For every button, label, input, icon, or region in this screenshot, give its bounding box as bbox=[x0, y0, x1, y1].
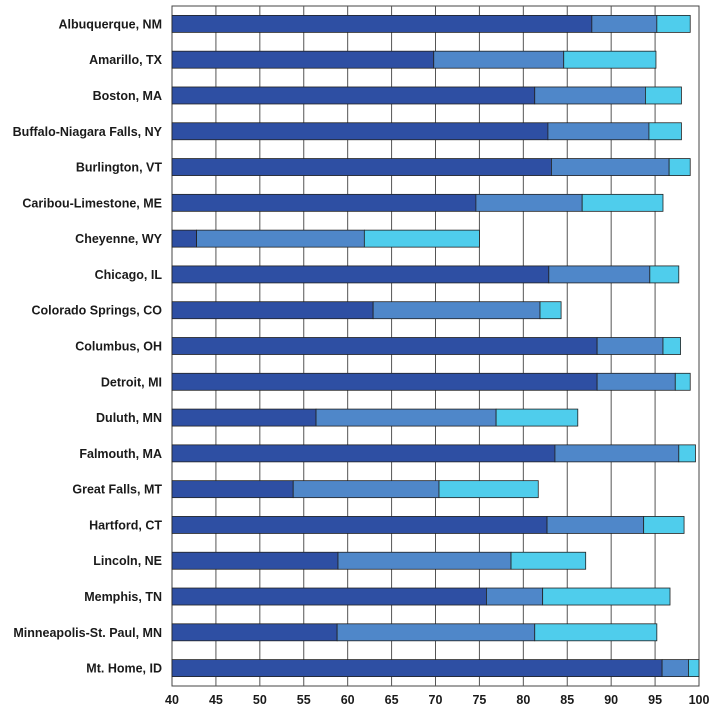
category-labels: Albuquerque, NM Amarillo, TX Boston, MA Buf… bbox=[13, 17, 163, 675]
bar-segment-2 bbox=[547, 122, 650, 141]
bar-segment-1 bbox=[171, 444, 556, 463]
x-tick-label: 65 bbox=[385, 693, 399, 707]
category-label: Falmouth, MA bbox=[79, 447, 162, 461]
bar-segment-3 bbox=[649, 265, 680, 284]
x-tick-label: 90 bbox=[604, 693, 618, 707]
bar-segment-3 bbox=[668, 158, 691, 176]
bar-segment-1 bbox=[171, 587, 487, 606]
bar-segment-2 bbox=[596, 337, 664, 355]
category-label: Cheyenne, WY bbox=[75, 232, 162, 246]
bar-segment-3 bbox=[510, 551, 587, 570]
bar-segment-1 bbox=[171, 337, 598, 355]
bar-segment-1 bbox=[171, 516, 548, 534]
bar-segment-1 bbox=[171, 659, 663, 678]
bar-segment-2 bbox=[292, 480, 440, 499]
bar-segment-1 bbox=[171, 86, 536, 105]
bar-segment-3 bbox=[539, 301, 562, 320]
category-label: Chicago, IL bbox=[95, 268, 163, 282]
category-label: Mt. Home, ID bbox=[86, 662, 162, 676]
bar-segment-2 bbox=[591, 14, 658, 33]
x-tick-label: 50 bbox=[253, 693, 267, 707]
x-tick-label: 40 bbox=[165, 693, 179, 707]
category-label: Buffalo-Niagara Falls, NY bbox=[13, 125, 163, 139]
category-label: Caribou-Limestone, ME bbox=[22, 196, 162, 210]
bar-segment-1 bbox=[171, 408, 317, 427]
category-label: Hartford, CT bbox=[89, 518, 162, 532]
bar-segment-2 bbox=[433, 50, 565, 69]
category-label: Great Falls, MT bbox=[72, 483, 162, 497]
category-label: Lincoln, NE bbox=[93, 554, 162, 568]
bar-segment-2 bbox=[661, 659, 689, 678]
bar-segment-3 bbox=[656, 14, 691, 33]
bar-segment-2 bbox=[534, 86, 646, 105]
bar-segment-1 bbox=[171, 372, 598, 391]
bar-segment-1 bbox=[171, 229, 197, 248]
bar-segment-3 bbox=[563, 50, 657, 69]
x-tick-label: 55 bbox=[297, 693, 311, 707]
bar-segment-3 bbox=[648, 122, 682, 141]
bar-segment-3 bbox=[363, 229, 480, 248]
bar-segment-3 bbox=[645, 86, 682, 105]
bar-segment-1 bbox=[171, 265, 550, 284]
bar-segment-3 bbox=[542, 587, 671, 606]
bar-segment-1 bbox=[171, 193, 477, 212]
x-tick-label: 85 bbox=[560, 693, 574, 707]
bar-segment-3 bbox=[678, 444, 696, 463]
bar-segment-2 bbox=[336, 623, 536, 642]
bar-segment-2 bbox=[554, 444, 680, 463]
bar-segment-3 bbox=[581, 193, 664, 212]
category-label: Memphis, TN bbox=[84, 590, 162, 604]
x-tick-labels: 40 45 50 55 60 65 70 75 80 85 90 95 100 bbox=[165, 693, 709, 707]
bar-segment-2 bbox=[548, 265, 651, 284]
bar-segment-1 bbox=[171, 623, 338, 642]
bar-segment-1 bbox=[171, 301, 374, 320]
category-label: Amarillo, TX bbox=[89, 53, 163, 67]
bar-segment-3 bbox=[495, 408, 579, 427]
bar-segment-1 bbox=[171, 480, 294, 499]
bar-segment-2 bbox=[551, 158, 670, 176]
category-label: Detroit, MI bbox=[101, 375, 162, 389]
bar-segment-2 bbox=[337, 551, 512, 570]
category-label: Minneapolis-St. Paul, MN bbox=[13, 626, 162, 640]
x-tick-label: 70 bbox=[429, 693, 443, 707]
x-tick-label: 80 bbox=[516, 693, 530, 707]
bar-segment-2 bbox=[486, 587, 544, 606]
bar-segment-2 bbox=[475, 193, 583, 212]
bar-segment-1 bbox=[171, 551, 339, 570]
bar-segment-3 bbox=[688, 659, 700, 678]
x-tick-label: 45 bbox=[209, 693, 223, 707]
bar-segment-1 bbox=[171, 14, 593, 33]
category-label: Columbus, OH bbox=[75, 340, 162, 354]
bar-segment-3 bbox=[643, 516, 685, 534]
bar-segment-3 bbox=[662, 337, 681, 355]
bar-segment-2 bbox=[315, 408, 497, 427]
bar-segment-1 bbox=[171, 158, 552, 176]
category-label: Burlington, VT bbox=[76, 161, 162, 175]
bars bbox=[171, 14, 700, 678]
x-tick-label: 95 bbox=[648, 693, 662, 707]
bar-segment-3 bbox=[534, 623, 658, 642]
bar-segment-3 bbox=[438, 480, 539, 499]
x-tick-label: 75 bbox=[472, 693, 486, 707]
x-tick-label: 100 bbox=[689, 693, 710, 707]
x-tick-label: 60 bbox=[341, 693, 355, 707]
bar-segment-1 bbox=[171, 50, 435, 69]
bar-segment-2 bbox=[196, 229, 365, 248]
category-label: Colorado Springs, CO bbox=[31, 304, 162, 318]
bar-segment-2 bbox=[596, 372, 676, 391]
bar-segment-2 bbox=[546, 516, 645, 534]
category-label: Boston, MA bbox=[93, 89, 162, 103]
bar-segment-1 bbox=[171, 122, 549, 141]
bar-segment-3 bbox=[674, 372, 691, 391]
category-label: Duluth, MN bbox=[96, 411, 162, 425]
category-label: Albuquerque, NM bbox=[59, 17, 162, 31]
bar-segment-2 bbox=[372, 301, 541, 320]
